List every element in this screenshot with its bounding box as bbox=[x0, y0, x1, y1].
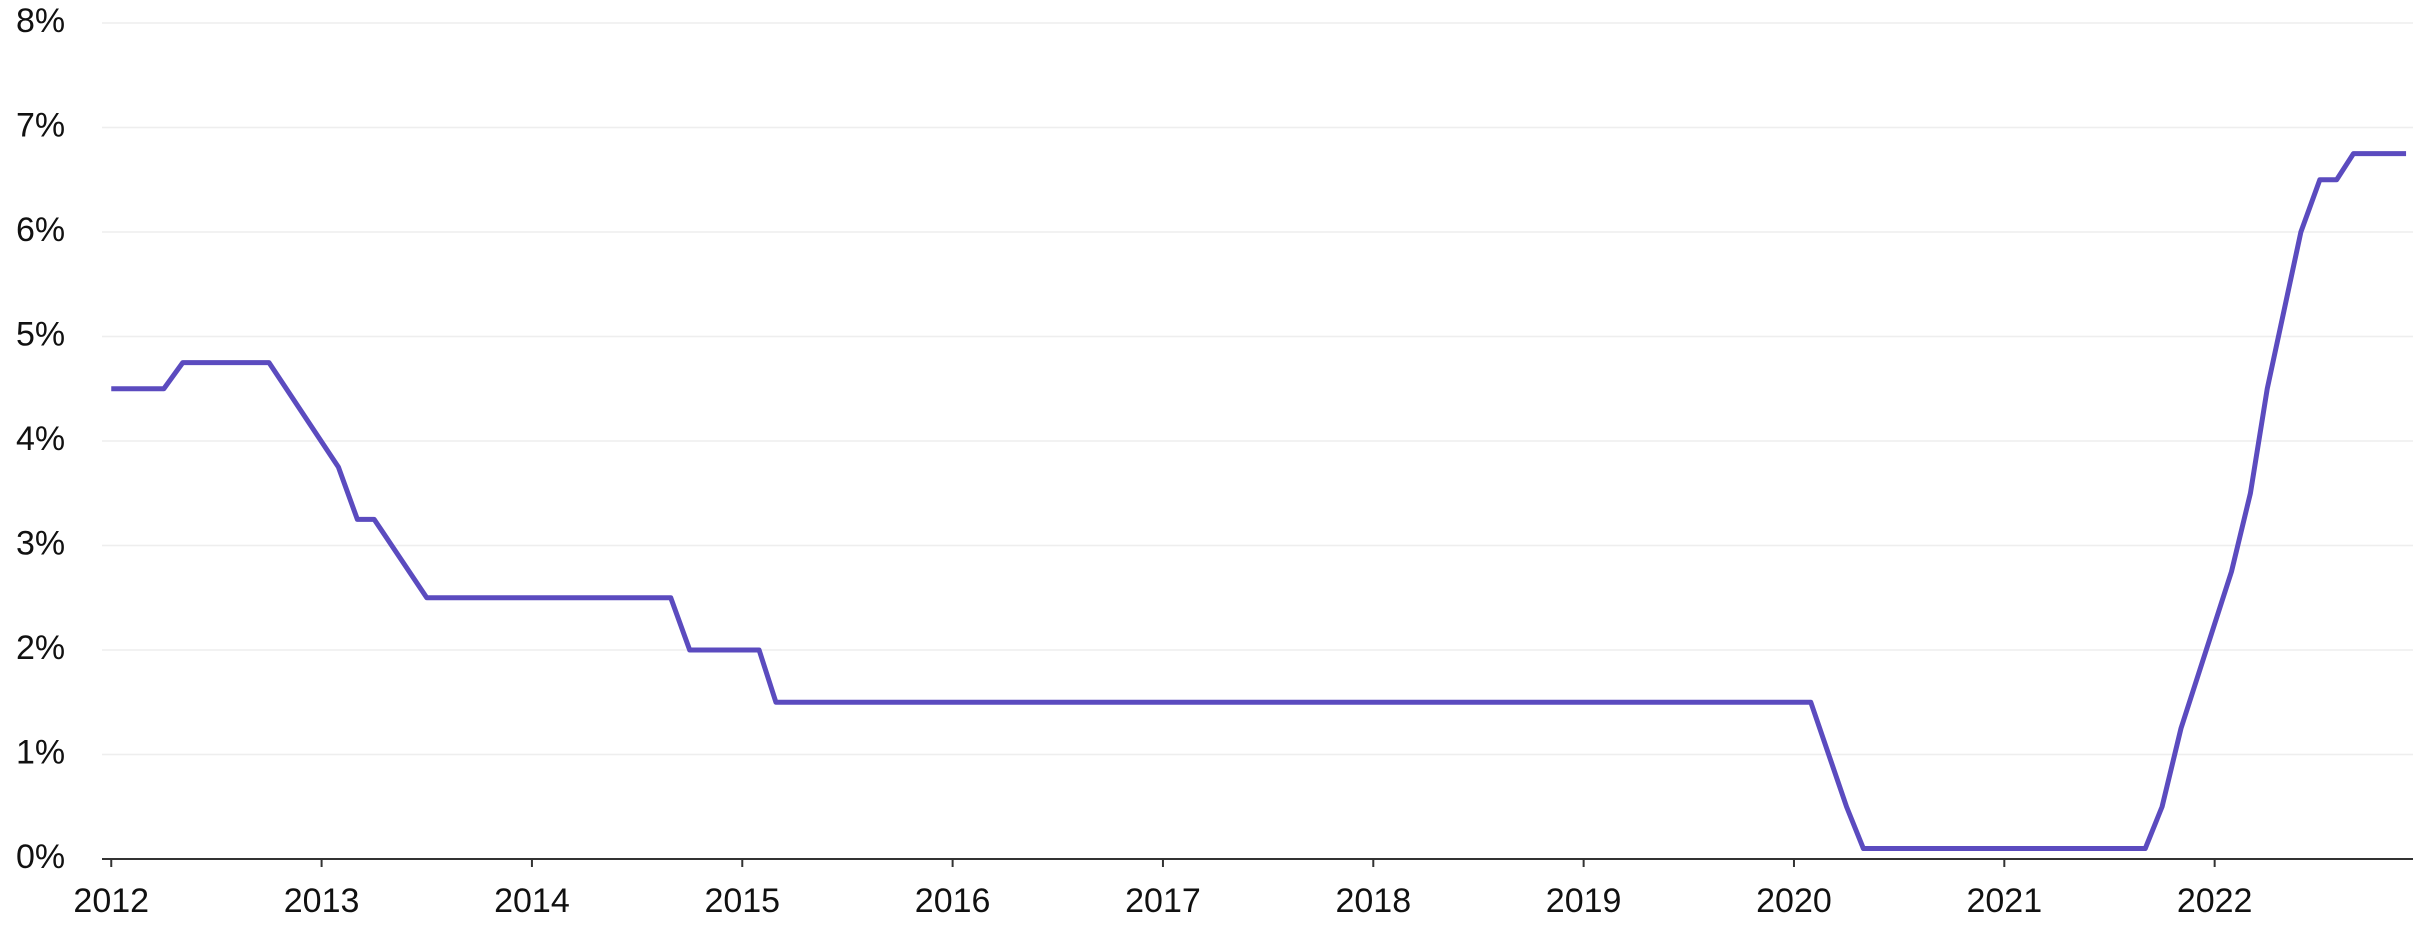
x-tick-label: 2012 bbox=[73, 882, 149, 920]
y-tick-label: 8% bbox=[16, 2, 65, 40]
y-tick-label: 4% bbox=[16, 420, 65, 458]
x-tick-label: 2013 bbox=[284, 882, 360, 920]
y-tick-label: 1% bbox=[16, 733, 65, 771]
x-tick-label: 2018 bbox=[1335, 882, 1411, 920]
y-tick-label: 0% bbox=[16, 838, 65, 876]
x-tick-label: 2020 bbox=[1756, 882, 1832, 920]
x-tick-label: 2017 bbox=[1125, 882, 1201, 920]
x-tick-label: 2016 bbox=[915, 882, 991, 920]
x-tick-label: 2014 bbox=[494, 882, 570, 920]
x-tick-label: 2022 bbox=[2177, 882, 2253, 920]
y-tick-label: 3% bbox=[16, 524, 65, 562]
y-tick-label: 6% bbox=[16, 211, 65, 249]
y-tick-label: 2% bbox=[16, 629, 65, 667]
x-tick-label: 2021 bbox=[1966, 882, 2042, 920]
y-tick-label: 5% bbox=[16, 315, 65, 353]
y-tick-label: 7% bbox=[16, 106, 65, 144]
line-series bbox=[111, 151, 2407, 852]
x-tick-label: 2015 bbox=[704, 882, 780, 920]
x-tick-label: 2019 bbox=[1546, 882, 1622, 920]
